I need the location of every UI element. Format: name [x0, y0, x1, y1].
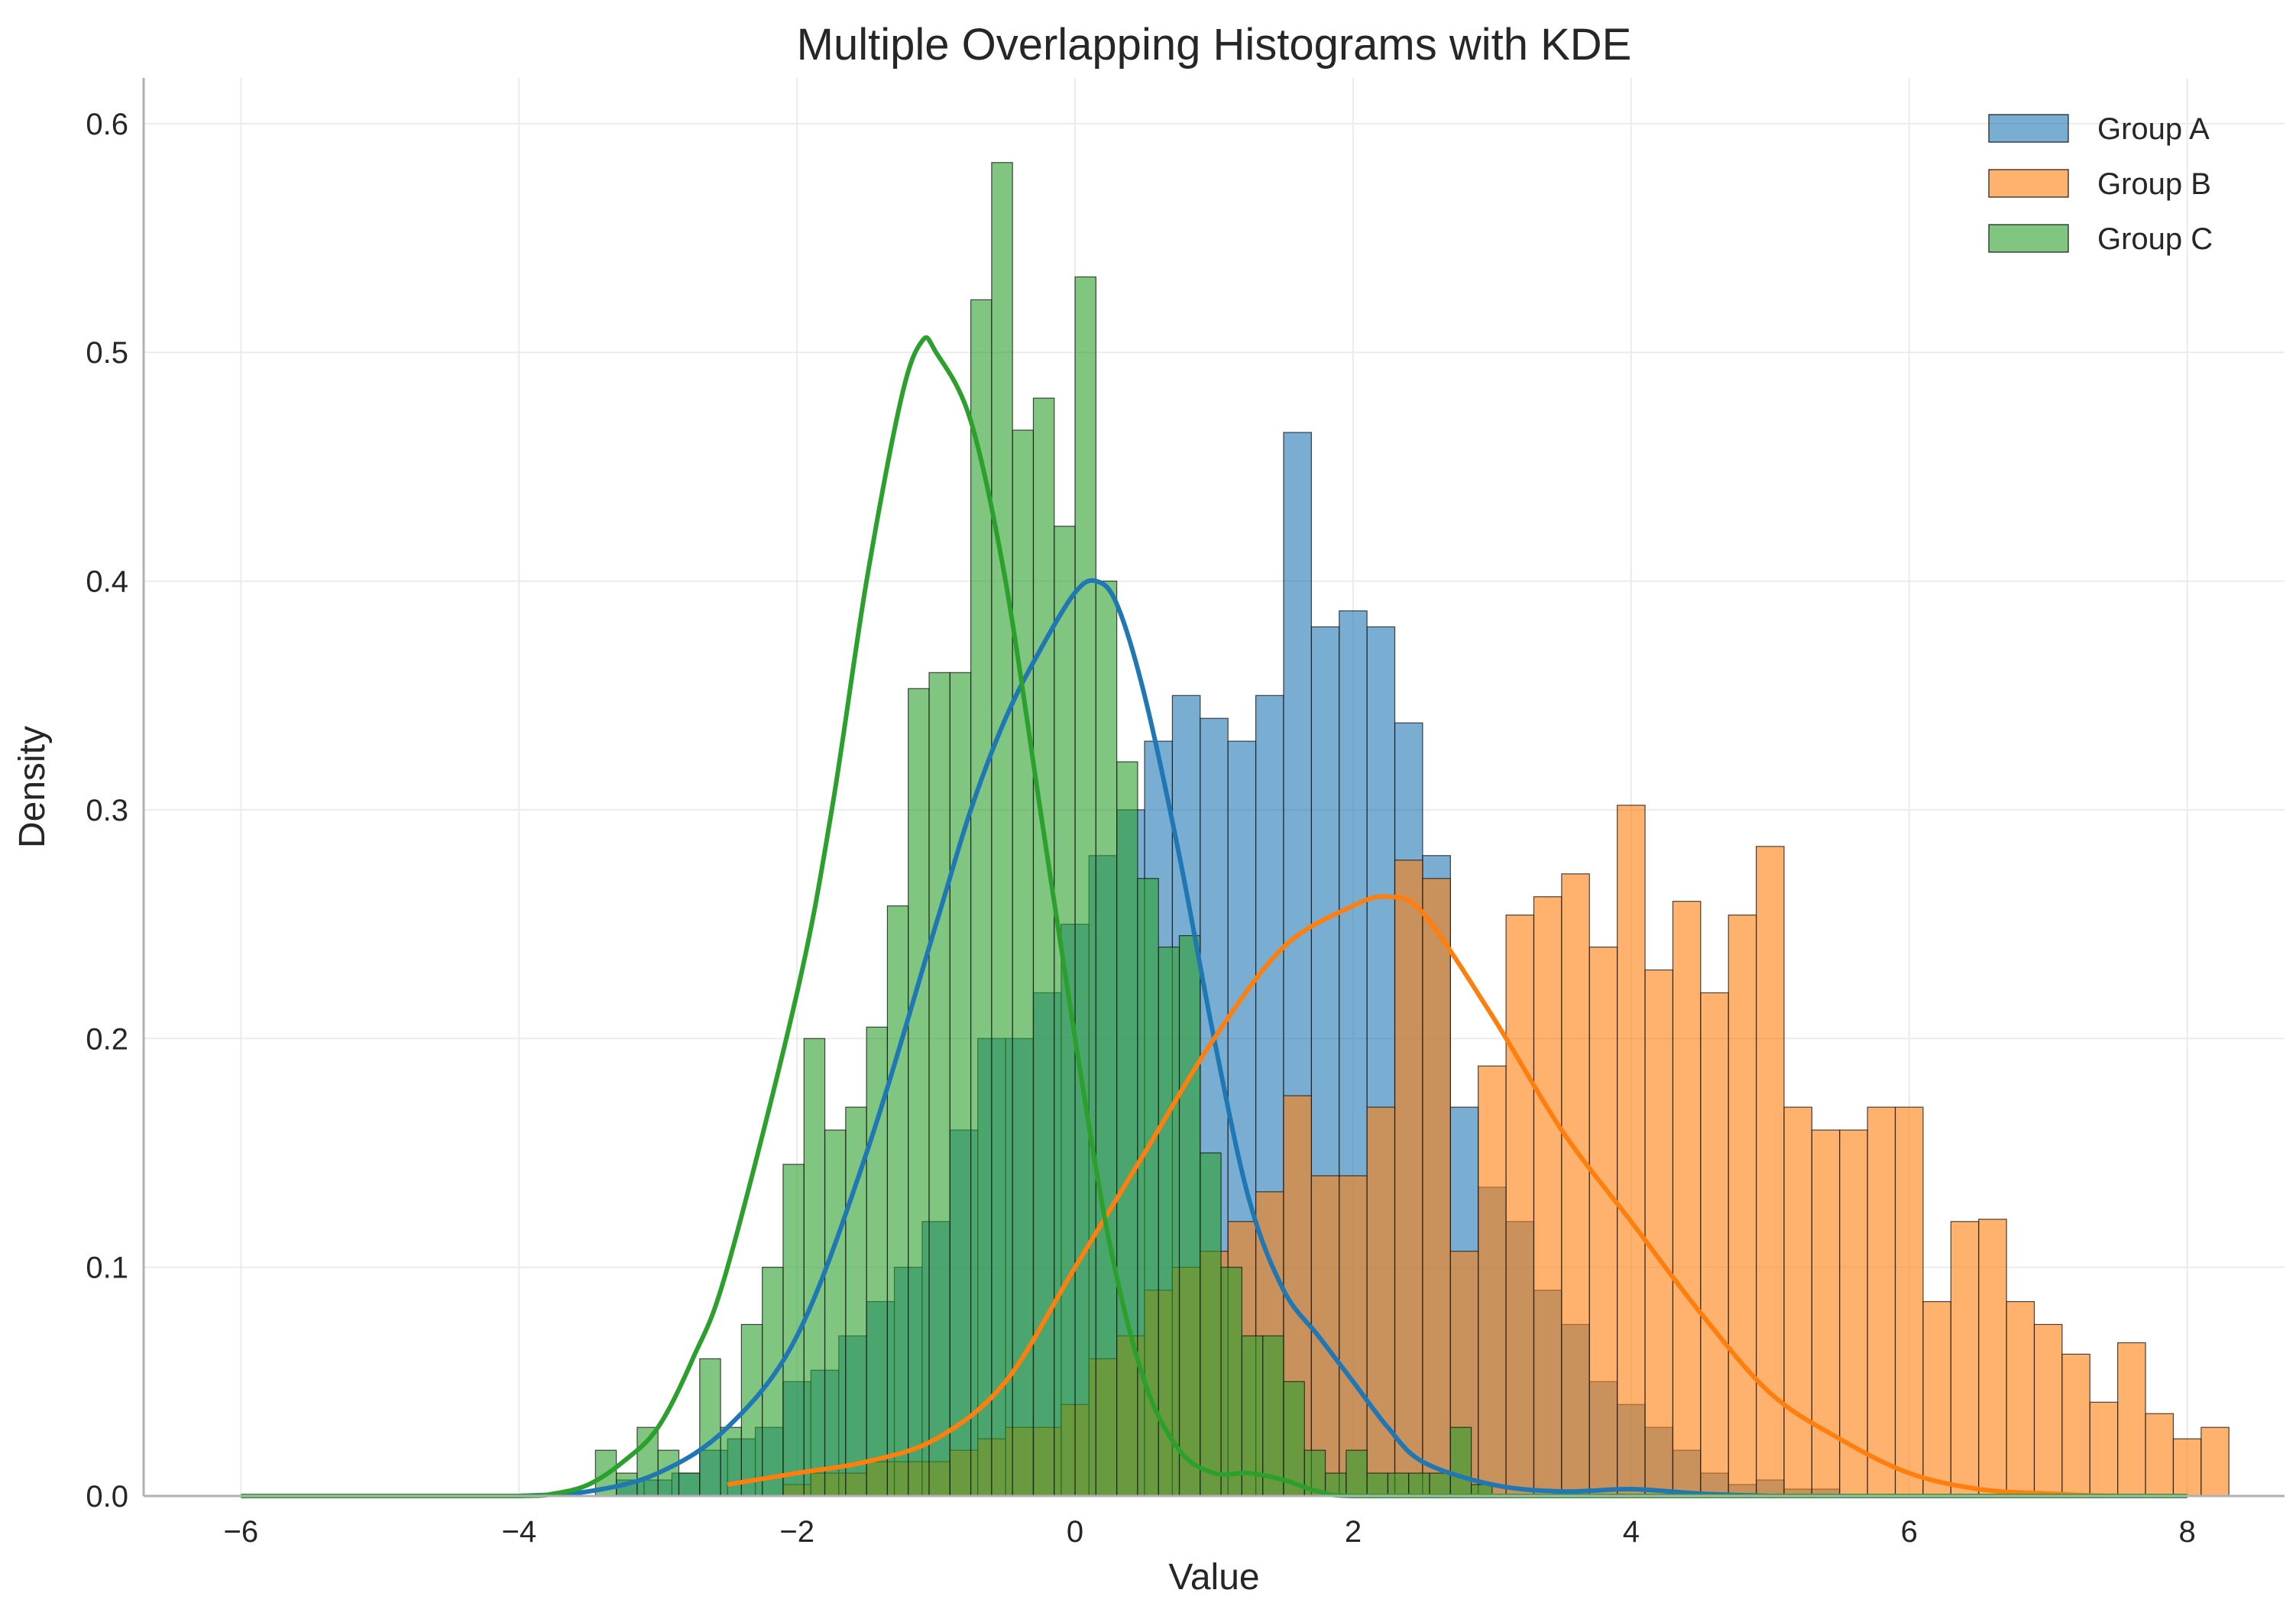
histogram-bar	[1672, 901, 1702, 1497]
x-tick-label: −2	[779, 1515, 814, 1549]
x-axis-title: Value	[1168, 1557, 1259, 1598]
x-tick-label: 0	[1067, 1515, 1083, 1549]
x-tick-label: 4	[1623, 1515, 1640, 1549]
histogram-bar	[824, 1129, 847, 1497]
legend-item: Group C	[1988, 222, 2213, 256]
histogram-bar	[886, 905, 909, 1497]
histogram-bar	[1617, 805, 1646, 1497]
histogram-bar	[678, 1472, 701, 1497]
histogram-bar	[1366, 1106, 1396, 1497]
histogram-bar	[1339, 1175, 1368, 1497]
histogram-bar	[762, 1267, 784, 1497]
histogram-bar	[1867, 1106, 1896, 1497]
histogram-bar	[1922, 1300, 1951, 1497]
legend-swatch	[1988, 169, 2069, 198]
y-axis-title: Density	[12, 726, 53, 848]
histogram-bars	[594, 162, 2230, 1497]
histogram-bar	[1561, 873, 1590, 1497]
y-tick-labels: 0.0 0.1 0.2 0.3 0.4 0.5 0.6	[86, 108, 128, 1514]
legend-label: Group A	[2097, 112, 2210, 146]
histogram-bar	[1811, 1129, 1841, 1497]
histogram-bar	[908, 688, 930, 1497]
histogram-bar	[699, 1358, 721, 1497]
legend-label: Group B	[2097, 167, 2211, 201]
histogram-bar	[1220, 1267, 1242, 1497]
bar-group-2	[594, 162, 1493, 1497]
histogram-bar	[1012, 429, 1035, 1497]
histogram-bar	[1200, 1152, 1222, 1497]
kde-line-0	[519, 578, 1770, 1498]
histogram-bar	[1346, 1449, 1368, 1497]
histogram-bar	[991, 162, 1013, 1497]
legend-item: Group A	[1988, 112, 2210, 146]
histogram-bar	[1366, 1472, 1389, 1497]
histogram-bar	[803, 1038, 826, 1497]
histogram-bar	[1478, 1065, 1507, 1497]
legend-swatch	[1988, 114, 2069, 143]
histogram-bar	[949, 672, 972, 1497]
x-tick-label: 6	[1901, 1515, 1918, 1549]
histogram-bar	[1394, 860, 1423, 1497]
x-tick-label: 8	[2179, 1515, 2196, 1549]
histogram-bar	[1505, 915, 1535, 1497]
histogram-bar	[1429, 1472, 1451, 1497]
histogram-bar	[928, 672, 950, 1497]
histogram-bar	[2006, 1300, 2035, 1497]
histogram-bar	[1950, 1221, 1980, 1497]
histogram-bar	[1116, 761, 1138, 1497]
histogram-bar	[1241, 1335, 1264, 1497]
x-tick-label: −4	[501, 1515, 536, 1549]
histogram-bar	[970, 299, 993, 1497]
histogram-bar	[2033, 1323, 2063, 1497]
histogram-bar	[1262, 1335, 1284, 1497]
y-tick-label: 0.1	[86, 1251, 128, 1285]
histogram-bar	[1408, 1472, 1430, 1497]
histogram-bar	[1137, 878, 1159, 1497]
legend-item: Group B	[1988, 167, 2211, 201]
histogram-bar	[1449, 1426, 1472, 1497]
histogram-bar	[2061, 1353, 2090, 1497]
x-tick-label: −6	[224, 1515, 259, 1549]
histogram-bar	[1533, 896, 1563, 1497]
histogram-bar	[2117, 1342, 2146, 1497]
y-tick-label: 0.6	[86, 108, 128, 141]
legend-swatch	[1988, 224, 2069, 253]
histogram-bar	[2172, 1438, 2202, 1497]
histogram-bar	[2200, 1426, 2230, 1497]
y-tick-label: 0.3	[86, 794, 128, 827]
histogram-bar	[2089, 1401, 2119, 1497]
histogram-bar	[1644, 969, 1674, 1497]
histogram-bar	[1783, 1106, 1812, 1497]
histogram-bar	[1283, 1381, 1305, 1497]
legend-label: Group C	[2097, 222, 2213, 256]
histogram-bar	[1387, 1472, 1410, 1497]
legend: Group A Group B Group C	[1988, 112, 2213, 256]
histogram-bar	[2145, 1413, 2175, 1497]
x-tick-labels: −6 −4 −2 0 2 4 6 8	[224, 1515, 2196, 1549]
y-tick-label: 0.0	[86, 1480, 128, 1514]
x-tick-label: 2	[1345, 1515, 1362, 1549]
histogram-bar	[1728, 915, 1757, 1497]
histogram-bar	[1095, 580, 1118, 1497]
histogram-bar	[1588, 946, 1618, 1497]
y-tick-label: 0.5	[86, 336, 128, 370]
chart-title: Multiple Overlapping Histograms with KDE	[797, 20, 1632, 70]
histogram-bar	[1422, 878, 1451, 1497]
histogram-bar	[1978, 1219, 2007, 1497]
kde-line-1	[727, 894, 2188, 1499]
histogram-bar	[1074, 276, 1096, 1497]
y-tick-label: 0.2	[86, 1022, 128, 1056]
y-tick-label: 0.4	[86, 565, 128, 599]
histogram-bar	[1700, 992, 1729, 1497]
histogram-bar	[1158, 946, 1180, 1497]
histogram-bar	[1894, 1106, 1924, 1497]
axes	[142, 78, 2285, 1498]
histogram-bar	[1178, 934, 1201, 1497]
